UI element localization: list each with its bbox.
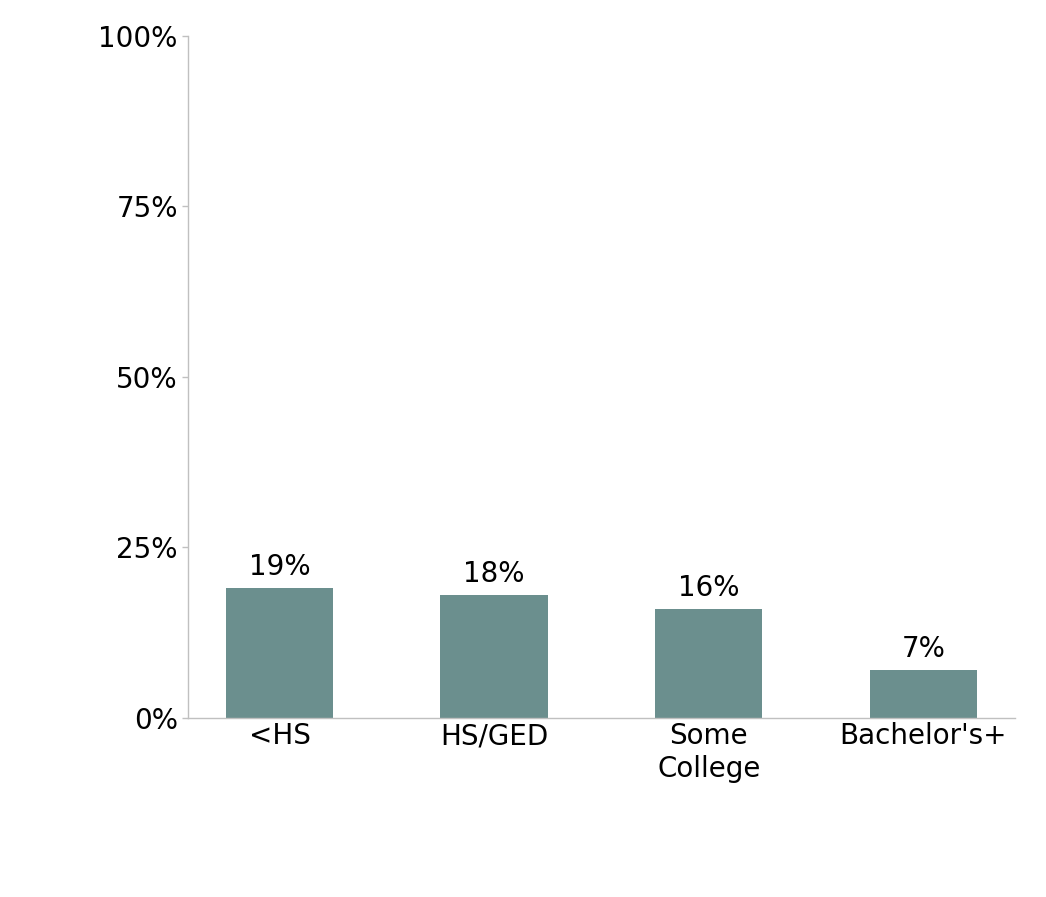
Text: 7%: 7% [902, 635, 946, 663]
Bar [440, 595, 548, 718]
Bar [655, 608, 763, 718]
Bar [869, 670, 977, 718]
Bar [226, 588, 334, 718]
Text: 16%: 16% [678, 574, 740, 602]
Text: 18%: 18% [463, 560, 525, 588]
Text: 19%: 19% [249, 553, 311, 581]
